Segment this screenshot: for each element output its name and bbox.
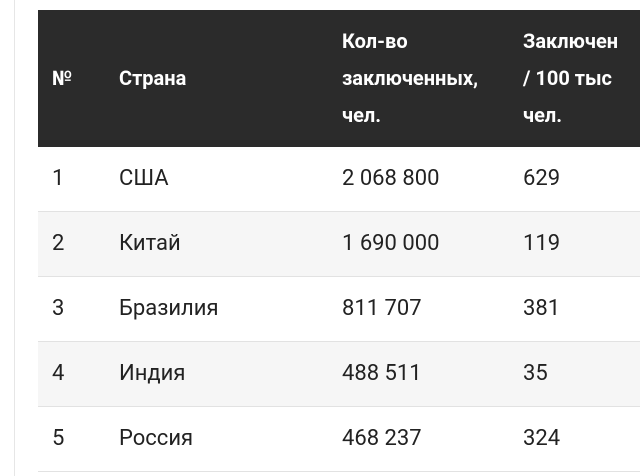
table-cell: 3 bbox=[52, 296, 65, 321]
table-row: 2 Китай 1 690 000 119 bbox=[38, 212, 640, 277]
header-cell: № bbox=[52, 65, 73, 90]
table-cell: 811 707 bbox=[342, 296, 422, 321]
header-cell: заключенных, bbox=[342, 65, 478, 90]
table-cell: 119 bbox=[523, 231, 561, 256]
table-cell: 4 bbox=[52, 361, 65, 386]
table-cell: 488 511 bbox=[342, 361, 422, 386]
table-row: 1 США 2 068 800 629 bbox=[38, 147, 640, 212]
header-cell: Заключен bbox=[523, 28, 619, 53]
table-cell: 2 068 800 bbox=[342, 166, 440, 191]
table-row: 4 Индия 488 511 35 bbox=[38, 342, 640, 407]
table-cell: 5 bbox=[52, 426, 65, 451]
table-cell: Китай bbox=[119, 231, 181, 256]
table-row: 5 Россия 468 237 324 bbox=[38, 407, 640, 472]
table: № Страна Кол-во заключенных, чел. Заключен / 1… bbox=[38, 10, 640, 476]
header-cell: / 100 тыс bbox=[523, 65, 612, 90]
header-cell: чел. bbox=[342, 102, 382, 127]
header-cell: Страна bbox=[119, 65, 187, 90]
table-cell: 35 bbox=[523, 361, 548, 386]
table-cell: 1 690 000 bbox=[342, 231, 440, 256]
table-cell: 468 237 bbox=[342, 426, 422, 451]
table-cell: 381 bbox=[523, 296, 561, 321]
header-cell: чел. bbox=[523, 102, 563, 127]
table-cell: 1 bbox=[52, 166, 65, 191]
table-cell: 2 bbox=[52, 231, 65, 256]
content-frame bbox=[14, 0, 640, 476]
table-cell: Индия bbox=[119, 361, 186, 386]
table-cell: Россия bbox=[119, 426, 194, 451]
table-cell: США bbox=[119, 166, 169, 191]
table-row: 3 Бразилия 811 707 381 bbox=[38, 277, 640, 342]
header-cell: Кол-во bbox=[342, 28, 408, 53]
table-header: № Страна Кол-во заключенных, чел. Заключен / 1… bbox=[38, 10, 640, 147]
table-cell: 324 bbox=[523, 426, 561, 451]
table-cell: 629 bbox=[523, 166, 561, 191]
table-cell: Бразилия bbox=[119, 296, 219, 321]
